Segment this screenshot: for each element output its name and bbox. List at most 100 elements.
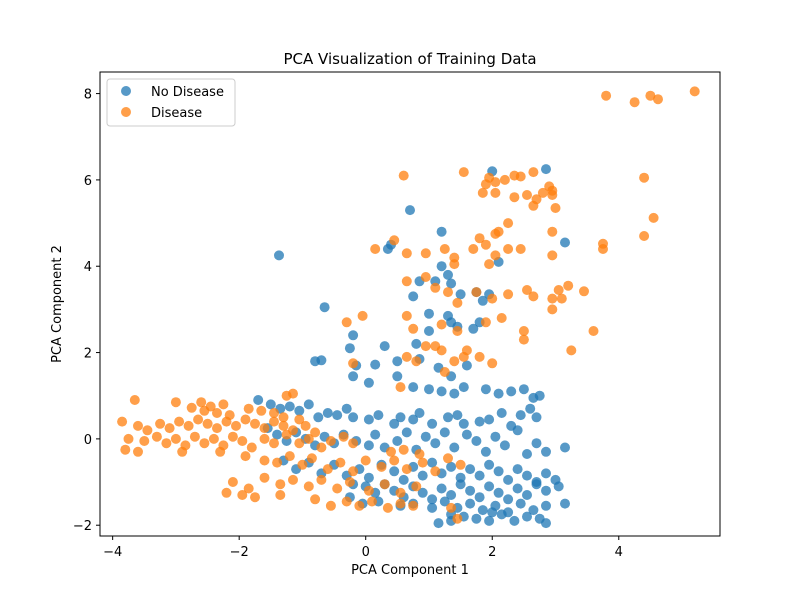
y-tick-label: 0 (84, 433, 92, 448)
data-point (436, 483, 447, 494)
data-point (199, 438, 210, 449)
data-point (458, 167, 469, 178)
data-point (420, 431, 431, 442)
data-point (468, 323, 479, 334)
data-point (443, 287, 453, 298)
data-point (240, 414, 251, 425)
data-point (401, 276, 412, 287)
data-point (541, 485, 551, 496)
data-point (480, 384, 491, 395)
data-point (461, 429, 472, 440)
data-point (427, 494, 438, 505)
data-point (250, 418, 260, 429)
data-point (436, 261, 447, 272)
data-point (348, 330, 359, 341)
data-point (553, 481, 564, 492)
x-tick-label: −2 (230, 545, 249, 560)
data-point (433, 518, 444, 529)
data-point (294, 438, 305, 449)
legend: No Disease Disease (106, 78, 236, 127)
data-point (392, 371, 403, 382)
data-point (281, 390, 292, 401)
data-point (493, 466, 504, 477)
data-point (344, 343, 355, 354)
x-tick-label: 4 (615, 545, 623, 560)
data-point (458, 418, 469, 429)
data-point (439, 427, 450, 438)
data-point (420, 248, 431, 259)
data-point (417, 487, 428, 498)
data-point (477, 187, 488, 198)
data-point (392, 356, 403, 367)
data-point (430, 282, 441, 293)
data-point (553, 285, 564, 295)
data-point (443, 453, 453, 464)
data-point (297, 459, 308, 470)
data-point (218, 399, 229, 410)
data-point (335, 457, 346, 468)
data-point (474, 492, 485, 503)
data-point (196, 397, 207, 408)
data-point (458, 351, 469, 362)
data-point (395, 382, 406, 393)
legend-label-no-disease: No Disease (151, 85, 224, 100)
data-point (284, 451, 295, 462)
data-point (269, 408, 279, 418)
data-point (531, 412, 542, 423)
data-point (215, 446, 226, 457)
data-point (363, 485, 374, 496)
data-point (547, 293, 558, 304)
data-point (503, 474, 514, 485)
data-point (360, 455, 371, 466)
data-point (506, 386, 517, 397)
data-point (341, 403, 352, 414)
data-point (341, 496, 352, 507)
data-point (405, 205, 415, 216)
data-point (408, 291, 419, 302)
data-point (256, 405, 267, 416)
data-point (484, 259, 495, 270)
data-point (420, 272, 431, 282)
data-point (221, 416, 232, 427)
data-point (424, 308, 434, 319)
data-point (452, 297, 463, 308)
data-point (212, 423, 222, 434)
data-point (348, 438, 359, 449)
data-point (541, 468, 551, 479)
data-point (272, 429, 283, 440)
data-point (363, 472, 374, 483)
data-point (645, 90, 656, 101)
data-point (392, 436, 403, 446)
data-point (518, 326, 529, 336)
data-point (275, 490, 286, 500)
data-point (541, 500, 551, 511)
data-point (439, 244, 450, 254)
data-point (509, 515, 520, 526)
data-point (316, 474, 327, 485)
data-point (452, 410, 463, 421)
data-point (332, 410, 343, 421)
data-point (370, 244, 381, 254)
data-point (348, 412, 359, 423)
data-point (420, 341, 431, 352)
data-point (487, 358, 498, 369)
data-point (294, 405, 305, 416)
data-point (389, 418, 400, 429)
data-point (221, 487, 232, 498)
data-point (452, 326, 463, 336)
data-point (490, 431, 501, 442)
data-point (253, 395, 264, 405)
data-point (322, 408, 333, 418)
data-point (414, 449, 425, 459)
data-point (601, 90, 612, 101)
data-point (186, 402, 197, 413)
data-point (474, 470, 485, 481)
data-point (541, 518, 551, 529)
data-point (411, 356, 422, 367)
data-point (430, 466, 441, 477)
data-point (398, 474, 409, 485)
data-point (395, 487, 406, 498)
data-point (474, 233, 485, 244)
data-point (461, 360, 472, 371)
data-point (560, 442, 570, 453)
